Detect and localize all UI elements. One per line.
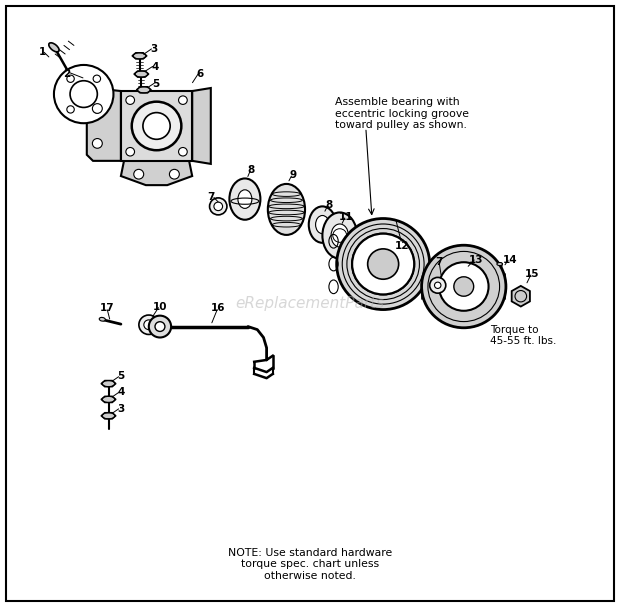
Circle shape (179, 148, 187, 156)
Circle shape (93, 75, 100, 83)
Text: 5: 5 (153, 79, 160, 89)
Circle shape (352, 234, 414, 294)
Text: 14: 14 (502, 255, 517, 265)
Circle shape (144, 320, 154, 330)
Text: 17: 17 (99, 304, 114, 313)
Polygon shape (101, 413, 116, 419)
Circle shape (126, 96, 135, 104)
Circle shape (93, 106, 100, 113)
Circle shape (435, 282, 441, 288)
Circle shape (139, 315, 159, 334)
Circle shape (214, 202, 223, 211)
Text: 3: 3 (117, 404, 125, 413)
Text: 2: 2 (63, 69, 71, 79)
Text: Assemble bearing with
eccentric locking groove
toward pulley as shown.: Assemble bearing with eccentric locking … (335, 97, 469, 131)
Circle shape (54, 65, 113, 123)
Circle shape (422, 245, 506, 328)
Polygon shape (132, 53, 147, 59)
Circle shape (92, 138, 102, 148)
Text: eReplacementParts: eReplacementParts (236, 296, 384, 311)
Circle shape (439, 262, 489, 311)
Ellipse shape (309, 206, 336, 243)
Polygon shape (121, 161, 192, 185)
Circle shape (131, 101, 182, 150)
Ellipse shape (49, 43, 59, 52)
Text: 10: 10 (153, 302, 167, 311)
Polygon shape (512, 286, 530, 307)
Circle shape (179, 96, 187, 104)
Polygon shape (87, 88, 121, 161)
Ellipse shape (316, 215, 329, 234)
Text: 9: 9 (289, 170, 296, 180)
Circle shape (134, 169, 144, 179)
Text: 12: 12 (394, 241, 409, 251)
Circle shape (454, 277, 474, 296)
Text: 5: 5 (117, 371, 125, 381)
Text: 13: 13 (469, 255, 484, 265)
Text: 15: 15 (525, 270, 539, 279)
Polygon shape (192, 88, 211, 164)
Polygon shape (101, 381, 116, 387)
Circle shape (126, 148, 135, 156)
Ellipse shape (322, 212, 357, 259)
Ellipse shape (268, 184, 305, 235)
Circle shape (368, 249, 399, 279)
Circle shape (70, 81, 97, 107)
Text: 7: 7 (435, 257, 443, 267)
Text: 7: 7 (207, 192, 215, 202)
Circle shape (143, 113, 170, 139)
Ellipse shape (331, 224, 348, 247)
Text: Torque to
45-55 ft. lbs.: Torque to 45-55 ft. lbs. (490, 325, 556, 347)
Ellipse shape (229, 178, 260, 220)
Text: NOTE: Use standard hardware
torque spec. chart unless
otherwise noted.: NOTE: Use standard hardware torque spec.… (228, 548, 392, 581)
Text: 4: 4 (117, 387, 125, 397)
Text: 8: 8 (325, 200, 332, 210)
Text: 11: 11 (339, 212, 353, 222)
Circle shape (210, 198, 227, 215)
Text: 3: 3 (150, 44, 157, 53)
Text: 6: 6 (196, 69, 203, 79)
Circle shape (149, 316, 171, 337)
Circle shape (155, 322, 165, 331)
Ellipse shape (99, 317, 105, 321)
Ellipse shape (238, 190, 252, 208)
Polygon shape (101, 396, 116, 402)
Circle shape (67, 106, 74, 113)
Circle shape (337, 219, 430, 310)
Polygon shape (134, 71, 149, 77)
Text: 1: 1 (38, 47, 46, 56)
Text: 16: 16 (211, 304, 226, 313)
Text: 8: 8 (247, 165, 255, 175)
Bar (121, 91, 192, 161)
Text: 4: 4 (151, 62, 159, 72)
Circle shape (333, 229, 347, 242)
Circle shape (67, 75, 74, 83)
Circle shape (169, 169, 179, 179)
Polygon shape (136, 87, 151, 93)
Circle shape (430, 277, 446, 293)
Circle shape (92, 104, 102, 114)
Ellipse shape (497, 262, 503, 265)
